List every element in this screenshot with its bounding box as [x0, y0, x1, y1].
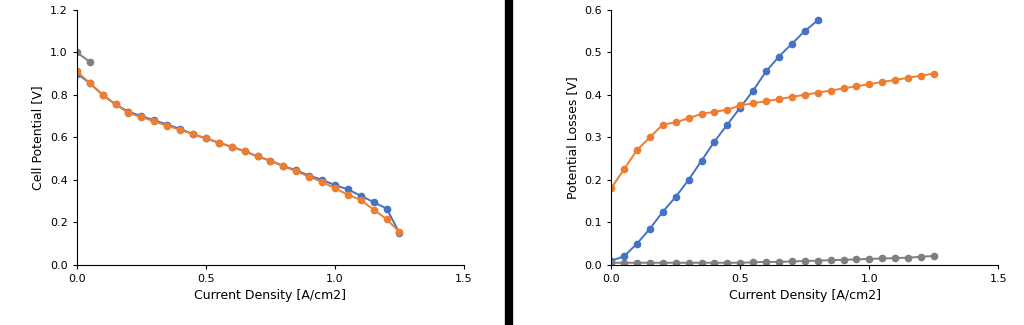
- X-axis label: Current Density [A/cm2]: Current Density [A/cm2]: [729, 290, 881, 303]
- X-axis label: Current Density [A/cm2]: Current Density [A/cm2]: [195, 290, 346, 303]
- Y-axis label: Cell Potential [V]: Cell Potential [V]: [32, 85, 44, 189]
- Y-axis label: Potential Losses [V]: Potential Losses [V]: [566, 76, 579, 199]
